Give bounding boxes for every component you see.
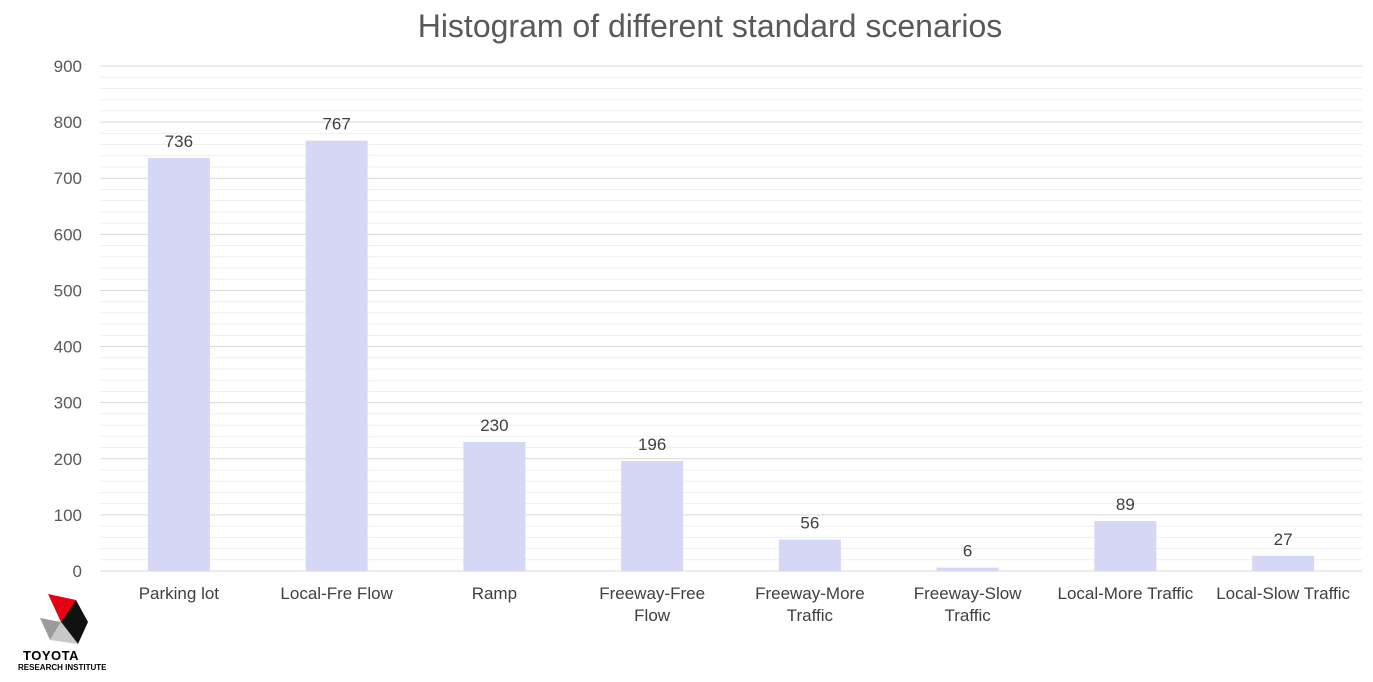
data-label: 89 (1116, 495, 1135, 514)
gridlines (100, 65, 1362, 572)
y-tick-label: 0 (73, 562, 82, 581)
x-category-label: Local-Slow Traffic (1216, 584, 1350, 603)
x-category-label: Flow (634, 606, 671, 625)
y-tick-label: 900 (54, 57, 82, 76)
x-category-label: Parking lot (139, 584, 220, 603)
y-tick-label: 100 (54, 506, 82, 525)
y-tick-label: 700 (54, 169, 82, 188)
data-label: 56 (800, 514, 819, 533)
x-category-label: Traffic (944, 606, 991, 625)
bar (1252, 555, 1315, 571)
bar (621, 461, 684, 571)
x-category-label: Local-Fre Flow (280, 584, 393, 603)
y-tick-label: 600 (54, 225, 82, 244)
bars (147, 140, 1315, 571)
y-tick-label: 800 (54, 113, 82, 132)
data-label: 196 (638, 435, 666, 454)
y-tick-label: 200 (54, 450, 82, 469)
x-category-label: Traffic (787, 606, 834, 625)
y-axis-ticks: 0 100 200 300 400 500 600 700 800 900 (54, 57, 82, 581)
x-category-label: Local-More Traffic (1058, 584, 1194, 603)
bar (305, 140, 368, 571)
x-axis-categories: Parking lot Local-Fre Flow Ramp Freeway-Fre… (139, 584, 1351, 625)
data-label: 767 (322, 115, 350, 134)
chart-title: Histogram of different standard scenario… (417, 8, 1003, 44)
x-category-label: Freeway-Slow (914, 584, 1022, 603)
logo-subtitle-text: RESEARCH INSTITUTE (18, 663, 107, 672)
bar (936, 567, 999, 571)
y-tick-label: 300 (54, 394, 82, 413)
x-category-label: Freeway-More (755, 584, 865, 603)
bar (1094, 521, 1157, 571)
data-label: 6 (963, 542, 972, 561)
bar (778, 539, 841, 571)
bar (147, 158, 210, 571)
toyota-research-logo-icon (40, 594, 88, 644)
x-category-label: Ramp (472, 584, 517, 603)
data-label: 736 (165, 132, 193, 151)
data-label: 27 (1274, 530, 1293, 549)
y-tick-label: 500 (54, 281, 82, 300)
data-label: 230 (480, 416, 508, 435)
logo-brand-text: TOYOTA (23, 648, 79, 663)
y-tick-label: 400 (54, 338, 82, 357)
bar (463, 441, 526, 571)
data-labels: 736 767 230 196 56 6 89 27 (165, 115, 1293, 561)
x-category-label: Freeway-Free (599, 584, 705, 603)
